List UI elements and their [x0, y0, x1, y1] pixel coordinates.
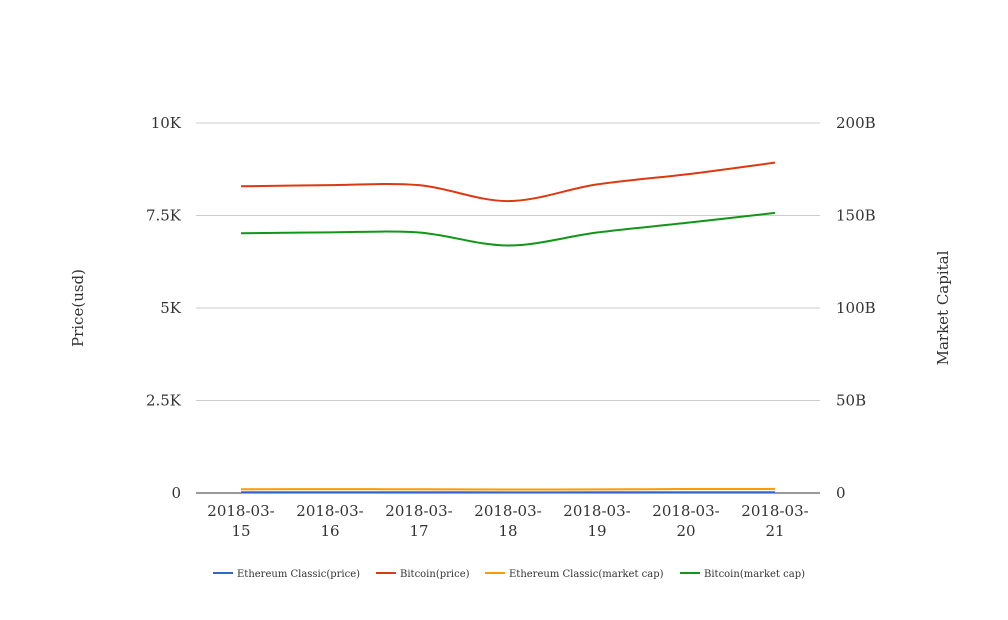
legend-item[interactable]: Ethereum Classic(price)	[213, 569, 360, 580]
x-tick-label: 2018-03-17	[385, 502, 452, 540]
legend-label: Bitcoin(price)	[400, 569, 470, 580]
x-tick-label: 2018-03-16	[296, 502, 363, 540]
right-axis-ticks: 0 50B 100B 150B 200B	[836, 114, 876, 502]
x-tick-label: 2018-03-19	[563, 502, 630, 540]
y-right-tick-label: 50B	[836, 392, 866, 410]
y-axis-right-title: Market Capital	[934, 250, 952, 365]
legend-label: Bitcoin(market cap)	[704, 569, 805, 580]
left-axis-ticks: 0 2.5K 5K 7.5K 10K	[146, 114, 182, 502]
y-left-tick-label: 7.5K	[146, 207, 182, 225]
legend-label: Ethereum Classic(price)	[237, 569, 360, 580]
x-tick-label: 2018-03-18	[474, 502, 541, 540]
x-tick-label: 2018-03-15	[207, 502, 274, 540]
legend-label: Ethereum Classic(market cap)	[509, 569, 664, 580]
legend: Ethereum Classic(price) Bitcoin(price) Eth…	[213, 569, 805, 580]
y-left-tick-label: 5K	[160, 299, 182, 317]
y-axis-left-title: Price(usd)	[69, 269, 87, 347]
series-line-2[interactable]	[241, 163, 775, 201]
series-line-4[interactable]	[241, 213, 775, 246]
series-line-3[interactable]	[241, 489, 775, 490]
x-tick-label: 2018-03-21	[741, 502, 808, 540]
y-right-tick-label: 100B	[836, 299, 876, 317]
y-left-tick-label: 10K	[151, 114, 182, 132]
y-left-tick-label: 0	[171, 484, 181, 502]
series-lines	[241, 163, 775, 493]
y-left-tick-label: 2.5K	[146, 392, 182, 410]
x-tick-label: 2018-03-20	[652, 502, 719, 540]
y-right-tick-label: 0	[836, 484, 846, 502]
legend-item[interactable]: Bitcoin(market cap)	[680, 569, 805, 580]
grid-lines	[196, 123, 820, 493]
y-right-tick-label: 150B	[836, 207, 876, 225]
x-axis-ticks: 2018-03-15 2018-03-16 2018-03-17 2018-03-18…	[207, 502, 808, 540]
legend-item[interactable]: Bitcoin(price)	[376, 569, 470, 580]
legend-item[interactable]: Ethereum Classic(market cap)	[485, 569, 664, 580]
y-right-tick-label: 200B	[836, 114, 876, 132]
